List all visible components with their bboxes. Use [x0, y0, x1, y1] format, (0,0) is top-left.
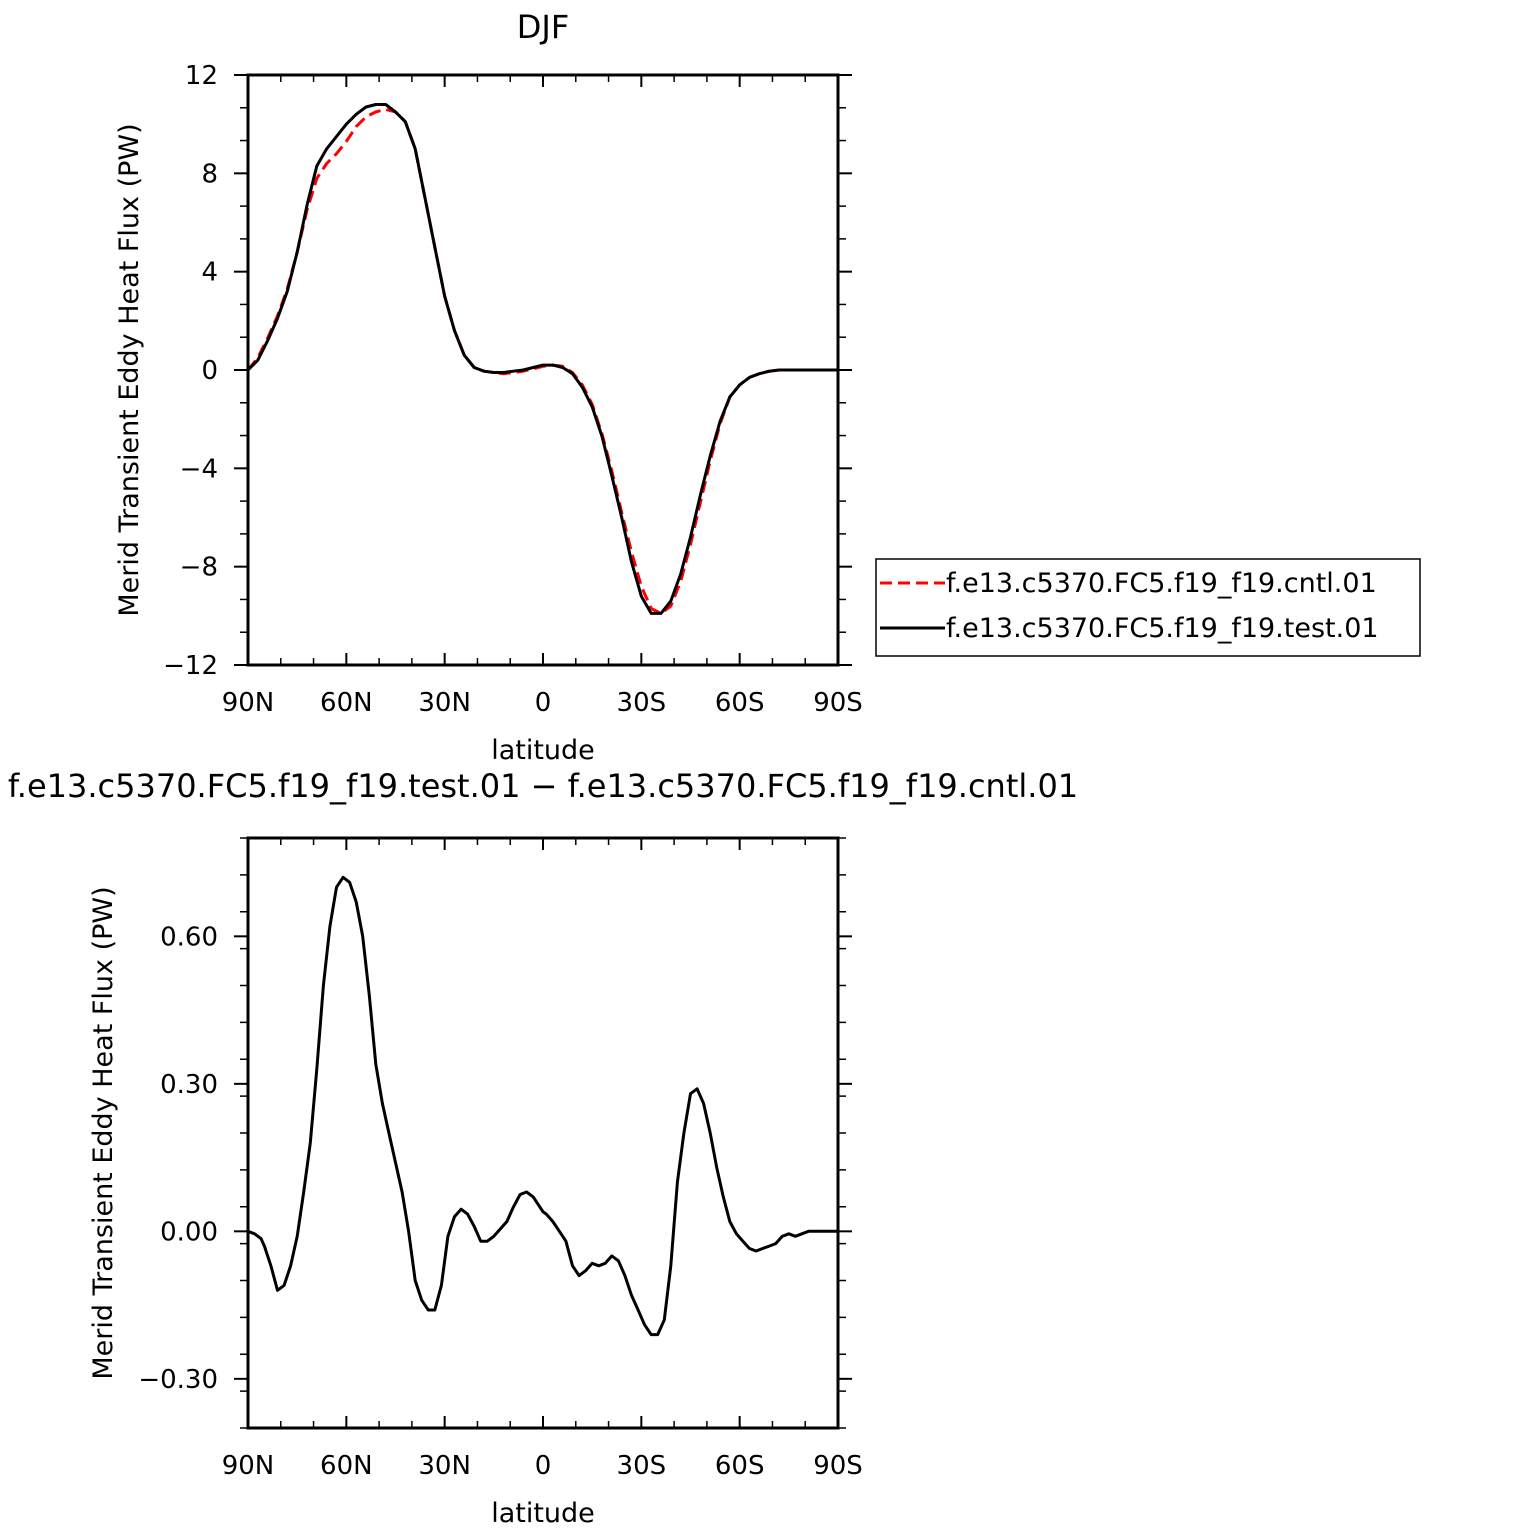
- bottom-series-group: [247, 875, 838, 1337]
- top-y-tick-label: 12: [185, 61, 218, 91]
- bottom-x-tick-label: 30N: [418, 1451, 471, 1481]
- bottom-x-tick-label: 60N: [320, 1451, 373, 1481]
- top-series-group: [246, 103, 838, 615]
- bottom-y-tick-label: 0.60: [160, 922, 218, 952]
- top-x-tick-label: 30N: [418, 688, 471, 718]
- top-y-tick-label: −4: [180, 454, 218, 484]
- bottom-y-tick-label: 0.30: [160, 1070, 218, 1100]
- top-x-tick-label: 90S: [813, 688, 863, 718]
- top-chart-title: DJF: [517, 8, 569, 46]
- top-y-tick-label: −12: [163, 651, 218, 681]
- top-x-tick-label: 60S: [715, 688, 765, 718]
- top-x-tick-label: 60N: [320, 688, 373, 718]
- bottom-chart: f.e13.c5370.FC5.f19_f19.test.01 − f.e13.…: [8, 767, 1078, 1529]
- top-y-tick-label: −8: [180, 553, 218, 583]
- top-y-tick-labels: 12 8 4 0 −4 −8 −12: [163, 61, 218, 681]
- top-x-tick-labels: 90N 60N 30N 0 30S 60S 90S: [222, 688, 863, 718]
- top-x-axis-title: latitude: [491, 735, 595, 766]
- bottom-x-tick-labels: 90N 60N 30N 0 30S 60S 90S: [222, 1451, 863, 1481]
- bottom-chart-title: f.e13.c5370.FC5.f19_f19.test.01 − f.e13.…: [8, 767, 1078, 805]
- bottom-y-axis-title: Merid Transient Eddy Heat Flux (PW): [88, 886, 119, 1379]
- top-y-tick-label: 0: [201, 356, 218, 386]
- bottom-x-tick-label: 60S: [715, 1451, 765, 1481]
- legend-label-cntl: f.e13.c5370.FC5.f19_f19.cntl.01: [946, 568, 1377, 599]
- top-y-axis-title: Merid Transient Eddy Heat Flux (PW): [114, 123, 145, 616]
- top-x-tick-label: 90N: [222, 688, 275, 718]
- top-chart: DJF 90N 60N 30N 0 30S 60S 90S 12 8 4 0 −4 −8 −12 lat…: [114, 8, 863, 766]
- bottom-y-tick-label: −0.30: [138, 1365, 218, 1395]
- bottom-x-tick-label: 30S: [617, 1451, 667, 1481]
- bottom-y-tick-label: 0.00: [160, 1217, 218, 1247]
- top-series-line-1: [246, 103, 838, 615]
- top-axis-ticks: [234, 74, 852, 666]
- bottom-x-tick-label: 90N: [222, 1451, 275, 1481]
- bottom-x-tick-label: 0: [535, 1451, 552, 1481]
- legend-box: [875, 558, 1421, 657]
- top-y-tick-label: 4: [201, 258, 218, 288]
- top-x-tick-label: 0: [535, 688, 552, 718]
- bottom-series-line-0: [247, 875, 838, 1337]
- bottom-x-axis-title: latitude: [491, 1498, 595, 1529]
- bottom-y-tick-labels: 0.60 0.30 0.00 −0.30: [138, 922, 218, 1395]
- legend-label-test: f.e13.c5370.FC5.f19_f19.test.01: [946, 613, 1379, 644]
- top-y-tick-label: 8: [201, 159, 218, 189]
- bottom-plot-frame: [246, 836, 840, 1430]
- bottom-x-tick-label: 90S: [813, 1451, 863, 1481]
- top-plot-frame: [246, 73, 840, 667]
- legend: f.e13.c5370.FC5.f19_f19.cntl.01 f.e13.c5…: [875, 558, 1421, 657]
- bottom-axis-ticks: [234, 837, 852, 1429]
- top-x-tick-label: 30S: [617, 688, 667, 718]
- top-series-line-0: [246, 107, 838, 615]
